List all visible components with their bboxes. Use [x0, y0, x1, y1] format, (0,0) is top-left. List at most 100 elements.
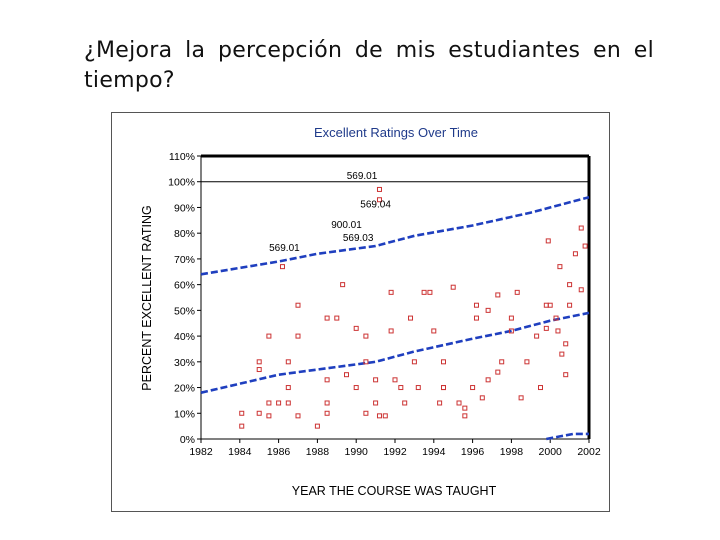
data-point	[559, 351, 565, 357]
data-point	[376, 186, 382, 192]
data-point	[276, 400, 282, 406]
y-tick-label: 0%	[180, 434, 195, 446]
chart-svg: Excellent Ratings Over Time PERCENT EXCE…	[140, 125, 601, 498]
data-point	[266, 333, 272, 339]
chart-frame: Excellent Ratings Over Time PERCENT EXCE…	[111, 112, 610, 512]
data-point	[563, 341, 569, 347]
data-point	[388, 328, 394, 334]
data-point	[295, 413, 301, 419]
x-axis-label: YEAR THE COURSE WAS TAUGHT	[292, 484, 497, 498]
data-point	[285, 359, 291, 365]
trend-line-lower	[546, 432, 589, 441]
trend-line-middle	[200, 311, 590, 394]
x-tick-label: 1984	[228, 446, 252, 458]
x-tick-label: 1992	[383, 446, 407, 458]
data-point	[340, 282, 346, 288]
data-point	[324, 377, 330, 383]
data-point	[543, 325, 549, 331]
data-point	[402, 400, 408, 406]
data-point	[514, 289, 520, 295]
data-point	[285, 385, 291, 391]
y-tick-label: 110%	[169, 151, 195, 163]
data-point	[470, 385, 476, 391]
x-tick-label: 1998	[500, 446, 524, 458]
data-point	[567, 302, 573, 308]
data-point	[295, 302, 301, 308]
data-point	[295, 333, 301, 339]
data-point	[534, 333, 540, 339]
data-point	[373, 377, 379, 383]
y-axis-label: PERCENT EXCELLENT RATING	[140, 205, 154, 390]
data-point	[427, 289, 433, 295]
y-tick-label: 80%	[174, 228, 195, 240]
slide-title: ¿Mejora la percepción de mis estudiantes…	[84, 38, 654, 93]
annotation-label: 900.01	[331, 220, 362, 231]
plot-layer: 0% 10% 20% 30% 40% 50% 60% 70% 80% 90% 100% 110% 198…	[168, 151, 601, 458]
data-point	[363, 359, 369, 365]
data-point	[473, 315, 479, 321]
data-point	[582, 243, 588, 249]
x-tick-label: 1990	[345, 446, 369, 458]
annotation-label: 569.04	[360, 199, 391, 210]
data-point	[388, 289, 394, 295]
data-point	[485, 307, 491, 313]
data-point	[485, 377, 491, 383]
annotation-label: 569.03	[343, 233, 374, 244]
data-point	[392, 377, 398, 383]
data-point	[462, 413, 468, 419]
x-tick-label: 2002	[577, 446, 601, 458]
chart-title: Excellent Ratings Over Time	[314, 125, 478, 140]
data-point	[256, 359, 262, 365]
data-point	[518, 395, 524, 401]
data-point	[363, 333, 369, 339]
data-point	[376, 197, 382, 203]
data-point	[324, 315, 330, 321]
data-point	[382, 413, 388, 419]
y-tick-label: 30%	[174, 357, 195, 369]
data-point	[376, 413, 382, 419]
data-point	[415, 385, 421, 391]
x-tick-label: 1988	[306, 446, 330, 458]
data-point	[578, 287, 584, 293]
data-point	[334, 315, 340, 321]
x-tick-label: 1982	[189, 446, 213, 458]
data-point	[324, 410, 330, 416]
y-tick-label: 40%	[174, 331, 195, 343]
annotation-label: 569.01	[347, 171, 378, 182]
data-point	[441, 359, 446, 365]
data-point	[266, 413, 272, 419]
data-point	[314, 423, 320, 429]
data-point	[363, 410, 369, 416]
data-point	[408, 315, 414, 321]
y-tick-label: 50%	[174, 305, 195, 317]
data-point	[495, 292, 501, 298]
data-point	[479, 395, 485, 401]
data-point	[353, 385, 359, 391]
y-tick-label: 90%	[174, 202, 195, 214]
x-tick-label: 1986	[267, 446, 291, 458]
data-point	[353, 325, 359, 331]
data-point	[285, 400, 291, 406]
data-point	[508, 315, 514, 321]
y-tick-label: 100%	[168, 177, 195, 189]
x-tick-label: 1994	[422, 446, 446, 458]
y-tick-label: 60%	[174, 280, 195, 292]
data-point	[538, 385, 543, 391]
data-point	[373, 400, 379, 406]
annotation-label: 569.01	[269, 243, 300, 254]
data-point	[553, 315, 559, 321]
x-tick-label: 2000	[539, 446, 563, 458]
data-point	[578, 225, 584, 231]
data-point	[495, 369, 501, 375]
data-point	[545, 238, 551, 244]
data-point	[557, 264, 563, 270]
data-point	[567, 282, 573, 288]
data-point	[547, 302, 553, 308]
data-point	[450, 284, 456, 290]
data-point	[431, 328, 437, 334]
data-point	[563, 372, 569, 378]
data-point	[344, 372, 349, 378]
data-point	[473, 302, 479, 308]
data-point	[456, 400, 462, 406]
data-point	[256, 367, 262, 373]
